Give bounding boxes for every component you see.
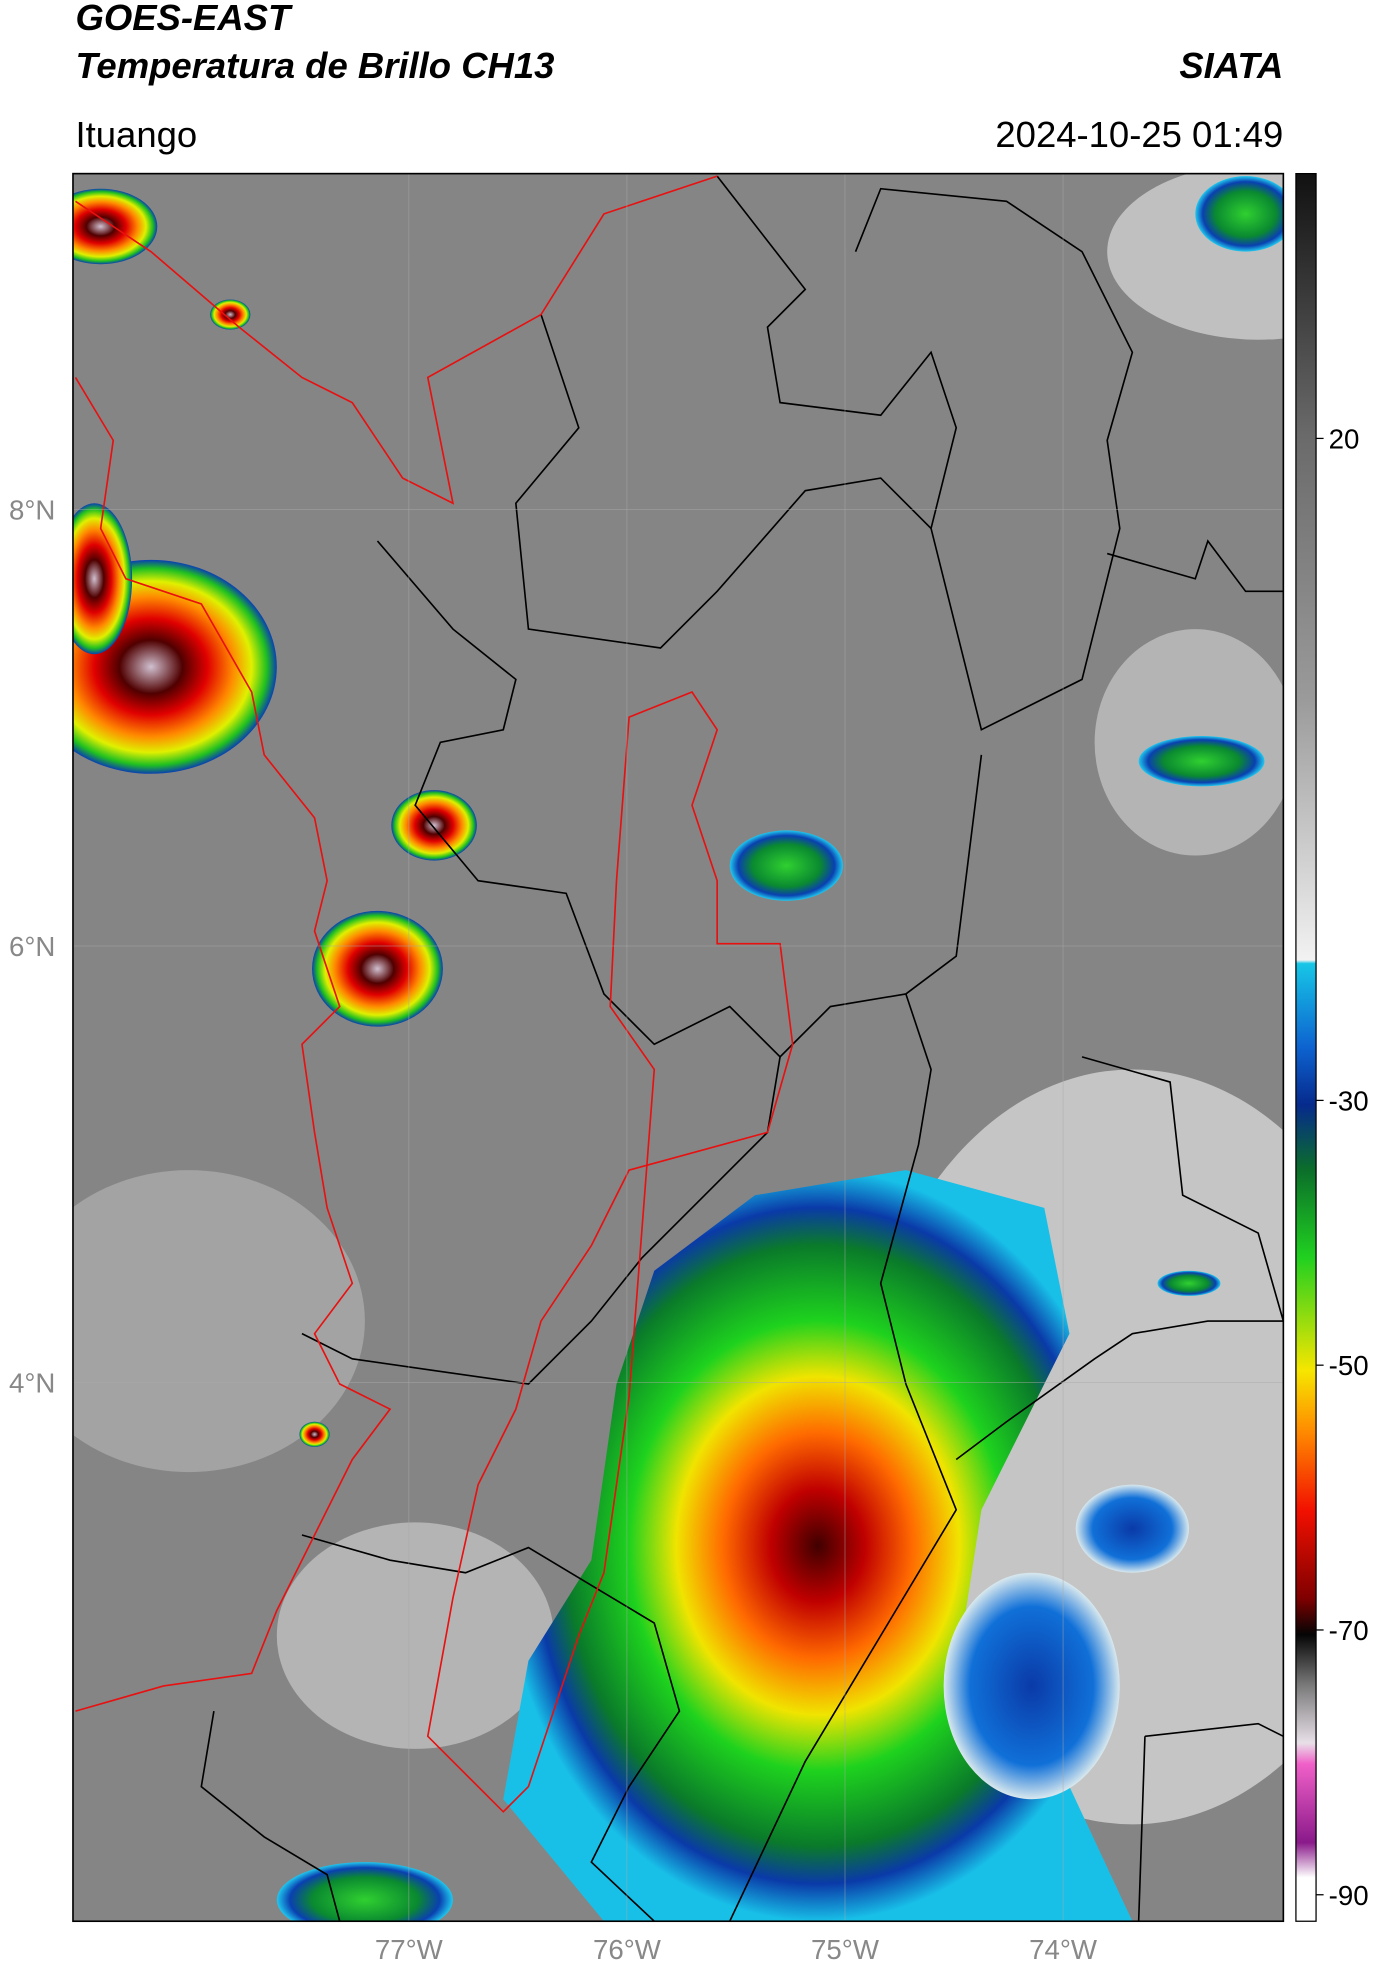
colorbar-tick-label: -70 xyxy=(1329,1615,1369,1646)
cloud-cell xyxy=(1138,736,1265,787)
location: Ituango xyxy=(75,114,197,155)
cloud xyxy=(276,1522,554,1749)
cloud-cell xyxy=(1195,176,1284,252)
colorbar-tick-label: -30 xyxy=(1329,1085,1369,1116)
cloud-cell xyxy=(299,1421,330,1447)
cloud-cell xyxy=(72,188,158,265)
cloud-cell xyxy=(210,299,251,330)
source: SIATA xyxy=(1179,45,1283,86)
y-tick-label: 6°N xyxy=(9,931,55,962)
axis-labels: 77°W 76°W 75°W 74°W 8°N 6°N 4°N xyxy=(9,495,1098,1965)
colorbar-tick-label: -50 xyxy=(1329,1350,1369,1381)
graticule xyxy=(72,173,1284,1922)
title: GOES-EAST xyxy=(75,0,293,38)
cloud-cell xyxy=(943,1572,1120,1800)
cloud xyxy=(72,1170,365,1473)
cloud-cell xyxy=(1157,1270,1221,1296)
cloud-cell xyxy=(72,559,277,774)
x-tick-label: 77°W xyxy=(375,1934,444,1965)
colorbar xyxy=(1295,172,1317,1922)
colorbar-tick-label: 20 xyxy=(1329,423,1360,454)
map-frame xyxy=(72,172,1285,1923)
y-tick-label: 4°N xyxy=(9,1367,55,1398)
colorbar-tick-label: -90 xyxy=(1329,1880,1369,1911)
cloud-cell xyxy=(391,790,477,861)
x-tick-label: 75°W xyxy=(811,1934,880,1965)
cloud-cell xyxy=(276,1862,453,1922)
x-tick-label: 76°W xyxy=(593,1934,662,1965)
x-tick-label: 74°W xyxy=(1029,1934,1098,1965)
satellite-image xyxy=(72,173,1284,1922)
cloud-cell xyxy=(1075,1484,1189,1573)
y-tick-label: 8°N xyxy=(9,495,55,526)
cloud-cell xyxy=(72,503,133,655)
coastline xyxy=(74,175,794,1813)
subtitle: Temperatura de Brillo CH13 xyxy=(75,45,554,86)
borders xyxy=(200,175,1284,1922)
cloud-cell xyxy=(729,830,843,901)
colorbar-ticks: 20 -30 -50 -70 -90 xyxy=(1316,423,1369,1911)
cloud-cell xyxy=(312,910,443,1027)
datetime: 2024-10-25 01:49 xyxy=(995,114,1283,155)
